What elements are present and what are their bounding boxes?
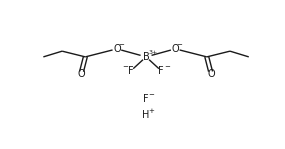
Text: 3+: 3+ bbox=[148, 50, 157, 55]
Text: −: − bbox=[148, 92, 154, 98]
Text: +: + bbox=[148, 108, 154, 114]
Text: B: B bbox=[143, 52, 149, 62]
Text: O: O bbox=[207, 69, 215, 79]
Text: −: − bbox=[164, 64, 170, 70]
Text: −: − bbox=[118, 42, 124, 48]
Text: F: F bbox=[143, 94, 149, 104]
Text: O: O bbox=[77, 69, 85, 79]
Text: F: F bbox=[158, 66, 164, 76]
Text: −: − bbox=[122, 64, 128, 70]
Text: F: F bbox=[128, 66, 134, 76]
Text: −: − bbox=[177, 42, 183, 48]
Text: O: O bbox=[171, 44, 179, 54]
Text: H: H bbox=[142, 110, 150, 120]
Text: O: O bbox=[113, 44, 121, 54]
